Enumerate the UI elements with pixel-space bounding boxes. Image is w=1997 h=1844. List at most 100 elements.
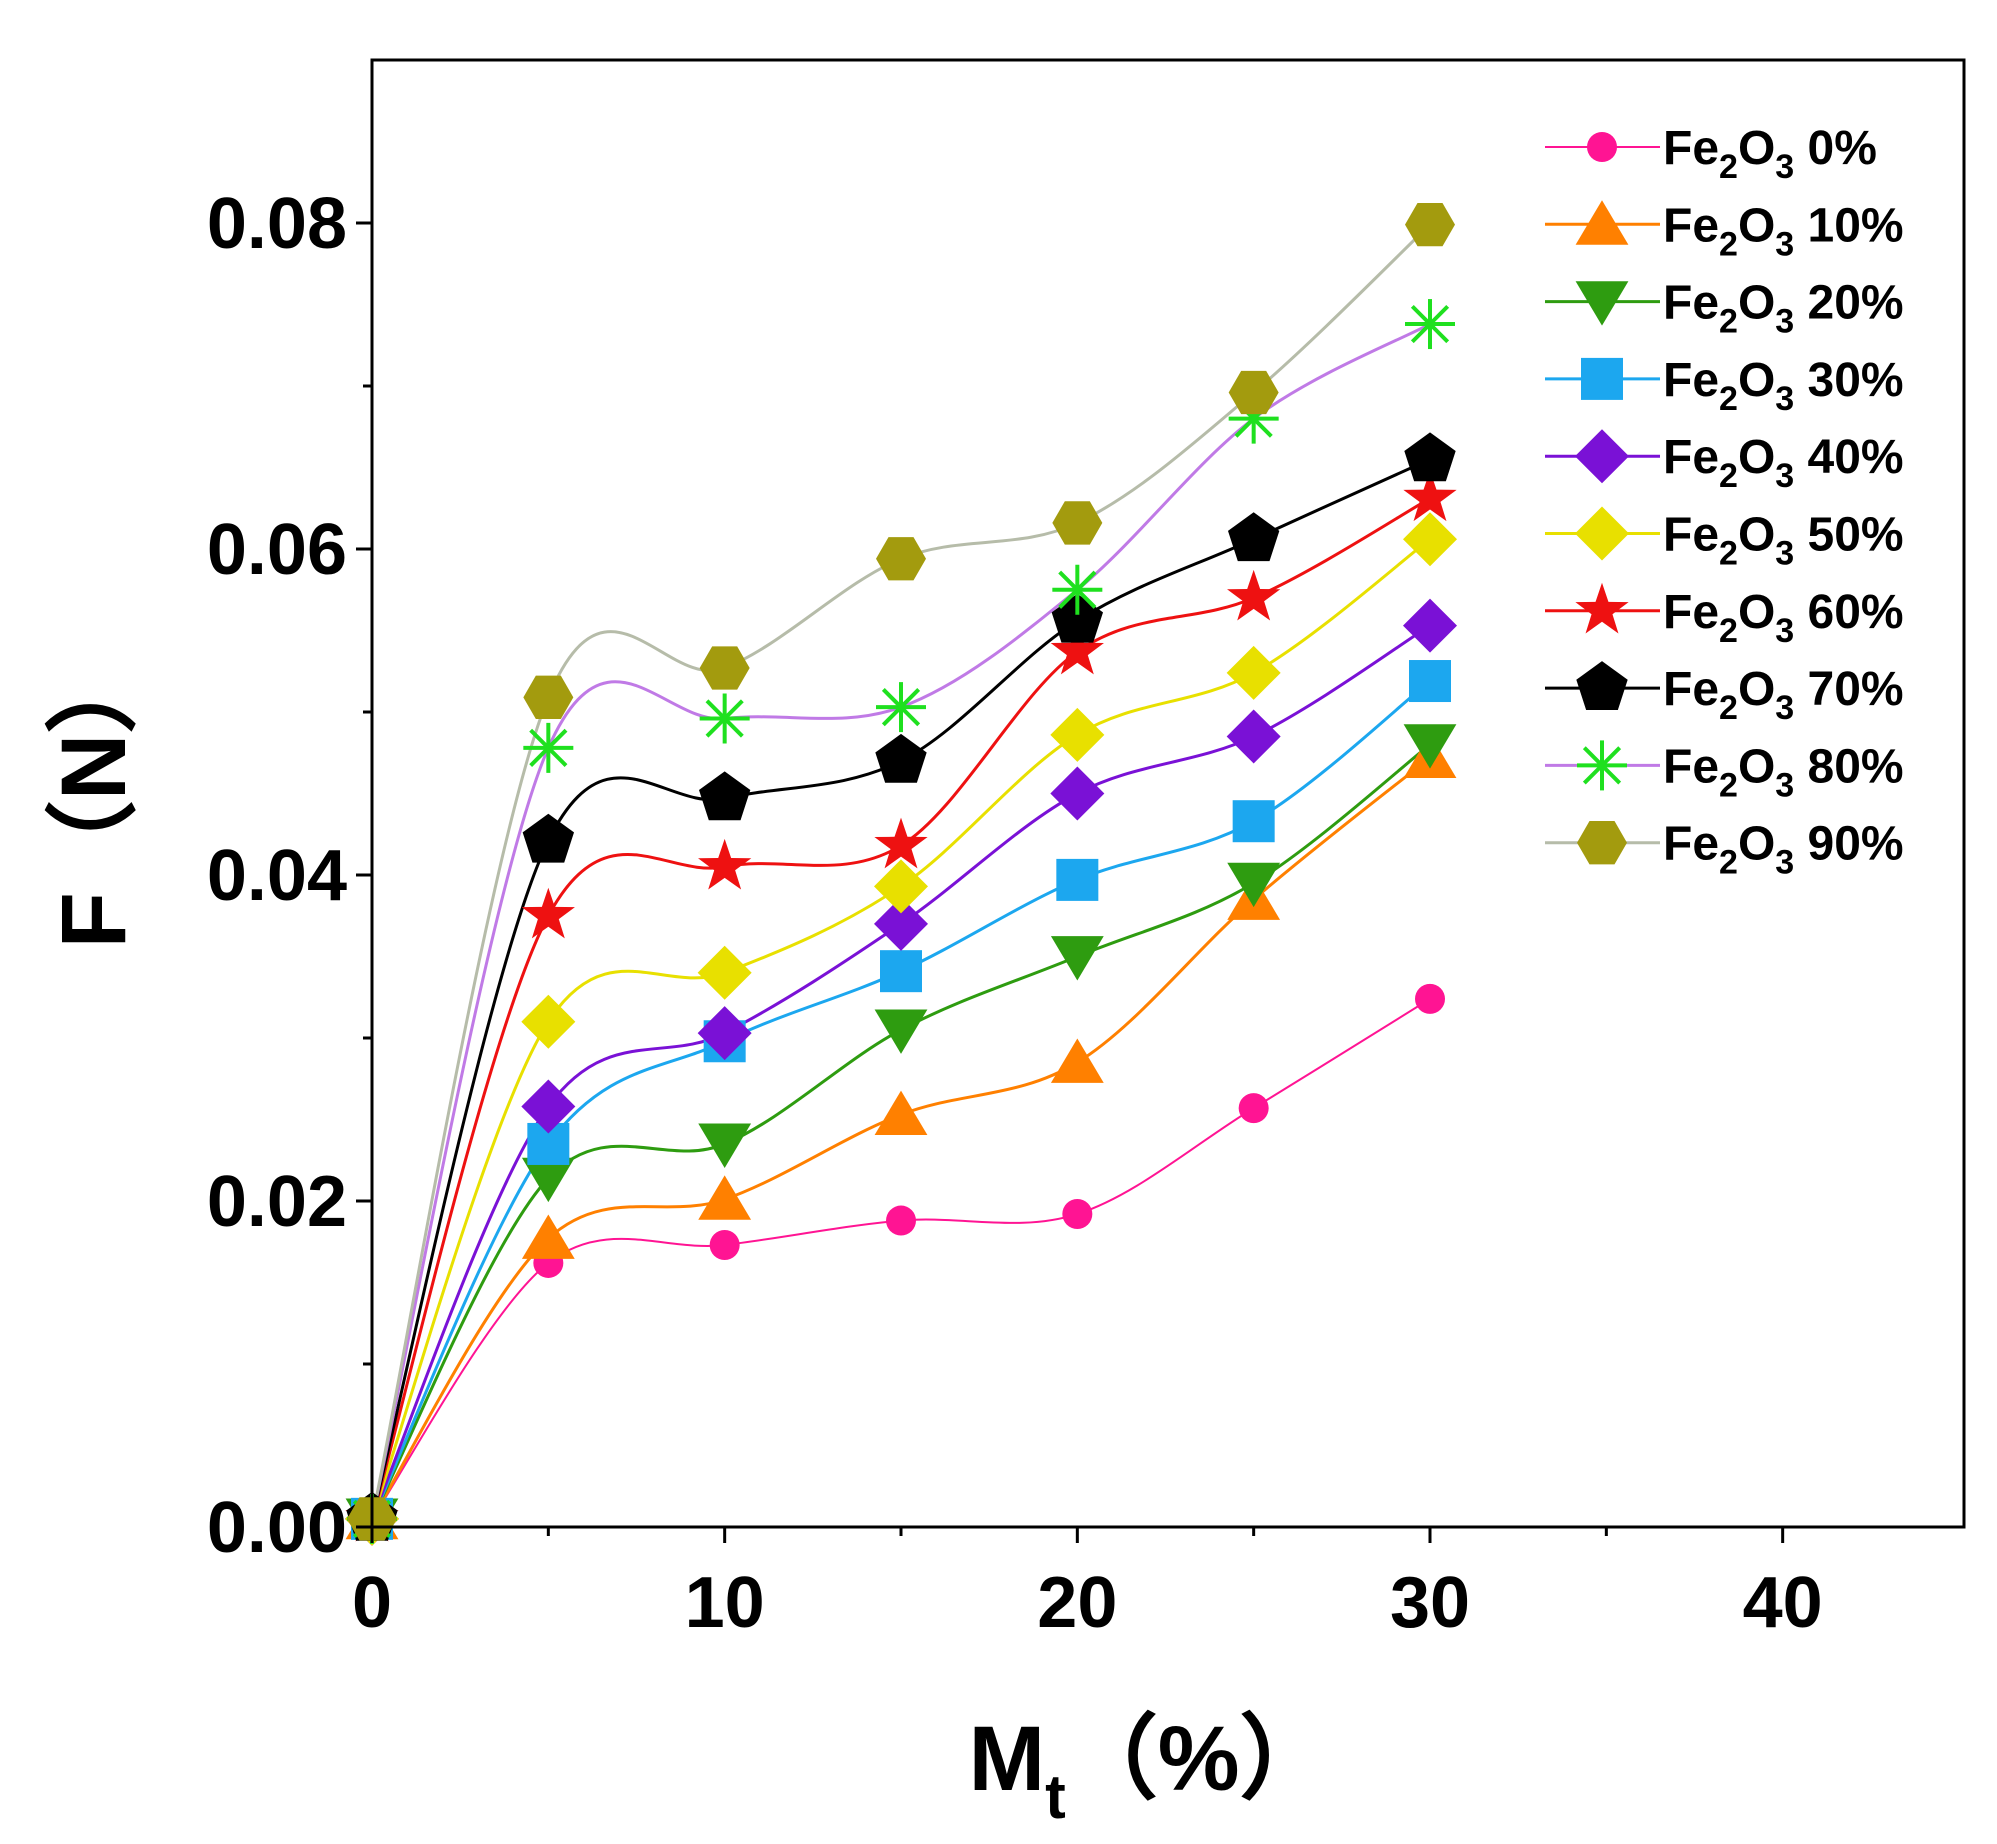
data-point-s1-2 bbox=[698, 1175, 752, 1220]
data-point-s1-1 bbox=[521, 1214, 575, 1259]
data-point-s5-6 bbox=[1403, 512, 1457, 567]
y-axis-title-unit: （N） bbox=[43, 642, 145, 892]
legend-label: Fe2O3 30% bbox=[1663, 354, 1904, 418]
y-tick-label: 0.00 bbox=[207, 1488, 347, 1568]
series-line-6 bbox=[370, 497, 1431, 1520]
legend-item: Fe2O3 70% bbox=[1545, 661, 1904, 727]
y-tick-label: 0.04 bbox=[207, 836, 347, 916]
legend-label: Fe2O3 80% bbox=[1663, 740, 1904, 804]
data-point-s2-5 bbox=[1227, 862, 1281, 908]
x-tick-label: 20 bbox=[1037, 1563, 1117, 1643]
data-point-s7-2 bbox=[698, 771, 751, 821]
x-tick-label: 30 bbox=[1390, 1563, 1470, 1643]
legend-item: Fe2O3 60% bbox=[1545, 582, 1904, 650]
data-point-s6-2 bbox=[698, 838, 752, 890]
data-point-s9-6 bbox=[1405, 202, 1455, 247]
data-point-s9-2 bbox=[699, 646, 750, 690]
data-point-s6-1 bbox=[521, 887, 575, 939]
y-axis-title-main: F bbox=[43, 892, 145, 948]
legend-label: Fe2O3 40% bbox=[1663, 431, 1904, 495]
legend-item: Fe2O3 30% bbox=[1545, 354, 1904, 418]
data-point-s3-6 bbox=[1409, 660, 1451, 703]
legend-marker bbox=[1575, 429, 1629, 484]
data-point-s7-1 bbox=[522, 813, 575, 863]
x-tick-label: 10 bbox=[685, 1563, 765, 1643]
legend-item: Fe2O3 90% bbox=[1545, 818, 1904, 882]
data-point-s1-3 bbox=[874, 1090, 928, 1136]
data-point-s0-3 bbox=[886, 1205, 916, 1236]
legend-label: Fe2O3 60% bbox=[1663, 586, 1904, 650]
data-point-s2-2 bbox=[698, 1123, 752, 1168]
data-point-s4-1 bbox=[521, 1079, 576, 1134]
data-point-s3-4 bbox=[1056, 858, 1099, 901]
data-point-s4-2 bbox=[697, 1006, 752, 1061]
data-point-s7-6 bbox=[1404, 432, 1456, 482]
legend-marker bbox=[1581, 357, 1623, 400]
data-point-s4-4 bbox=[1050, 766, 1105, 821]
legend-item: Fe2O3 20% bbox=[1545, 277, 1904, 341]
legend-label: Fe2O3 10% bbox=[1663, 199, 1904, 263]
data-point-s7-4 bbox=[1051, 593, 1104, 643]
data-point-s0-5 bbox=[1238, 1093, 1269, 1124]
data-point-s2-6 bbox=[1403, 724, 1457, 769]
y-tick-label: 0.06 bbox=[207, 510, 347, 590]
y-tick-label: 0.08 bbox=[207, 184, 347, 264]
legend-item: Fe2O3 50% bbox=[1545, 506, 1904, 573]
data-point-s0-4 bbox=[1062, 1199, 1093, 1230]
data-point-s5-2 bbox=[697, 945, 752, 1000]
x-tick-label: 0 bbox=[352, 1563, 392, 1643]
legend-item: Fe2O3 80% bbox=[1545, 740, 1904, 804]
data-point-s9-3 bbox=[876, 537, 926, 581]
data-point-s9-1 bbox=[523, 675, 574, 719]
legend-marker bbox=[1576, 661, 1628, 710]
x-axis-title-main: M bbox=[968, 1708, 1045, 1810]
legend-marker bbox=[1575, 200, 1629, 245]
data-point-s5-5 bbox=[1226, 645, 1281, 700]
legend-marker bbox=[1587, 132, 1617, 162]
plot-frame bbox=[370, 58, 1966, 1529]
y-tick-label: 0.02 bbox=[207, 1162, 347, 1242]
data-point-s8-6 bbox=[1405, 299, 1455, 350]
x-axis-title-unit: （%） bbox=[1066, 1708, 1332, 1810]
data-point-s2-3 bbox=[874, 1009, 928, 1054]
legend-marker bbox=[1577, 821, 1627, 865]
x-axis-title-subscript: t bbox=[1045, 1763, 1066, 1832]
data-point-s6-3 bbox=[874, 817, 928, 869]
data-point-s9-4 bbox=[1052, 501, 1103, 545]
legend-marker bbox=[1577, 740, 1627, 791]
data-point-s6-5 bbox=[1227, 569, 1281, 621]
axis-ticks bbox=[356, 221, 1785, 1543]
data-point-s5-1 bbox=[521, 994, 576, 1049]
legend-label: Fe2O3 50% bbox=[1663, 509, 1904, 573]
data-point-s7-5 bbox=[1227, 512, 1280, 562]
data-point-s9-5 bbox=[1228, 370, 1279, 415]
x-axis-title: Mt（%） bbox=[968, 1708, 1331, 1832]
data-point-s5-3 bbox=[874, 859, 928, 914]
data-point-s0-6 bbox=[1415, 983, 1445, 1014]
data-point-s6-6 bbox=[1403, 470, 1457, 522]
legend-label: Fe2O3 0% bbox=[1663, 122, 1877, 186]
axis-tick-labels: 0 10 20 30 40 0.00 0.02 0.04 0.06 0.08 bbox=[207, 184, 1823, 1643]
legend-label: Fe2O3 70% bbox=[1663, 663, 1904, 727]
data-point-s2-4 bbox=[1050, 936, 1104, 981]
data-point-s2-1 bbox=[521, 1157, 575, 1203]
legend-marker bbox=[1575, 281, 1629, 326]
data-point-s3-3 bbox=[880, 950, 922, 993]
data-point-s8-4 bbox=[1052, 564, 1103, 615]
data-point-s1-4 bbox=[1050, 1038, 1104, 1083]
series-line-7 bbox=[370, 457, 1431, 1520]
data-point-s8-1 bbox=[523, 722, 574, 773]
data-point-s8-2 bbox=[699, 693, 750, 744]
legend-item: Fe2O3 10% bbox=[1545, 199, 1904, 263]
data-point-s4-5 bbox=[1226, 709, 1281, 764]
legend: Fe2O3 0% Fe2O3 10% Fe2O3 20% Fe2O3 30% Fe2O3… bbox=[1545, 122, 1904, 882]
data-point-s3-5 bbox=[1232, 800, 1275, 843]
data-point-s0-2 bbox=[709, 1230, 740, 1261]
legend-item: Fe2O3 40% bbox=[1545, 429, 1904, 495]
legend-label: Fe2O3 20% bbox=[1663, 277, 1904, 341]
x-tick-label: 40 bbox=[1743, 1563, 1823, 1643]
data-point-s5-4 bbox=[1050, 707, 1105, 762]
series-markers bbox=[345, 202, 1457, 1546]
